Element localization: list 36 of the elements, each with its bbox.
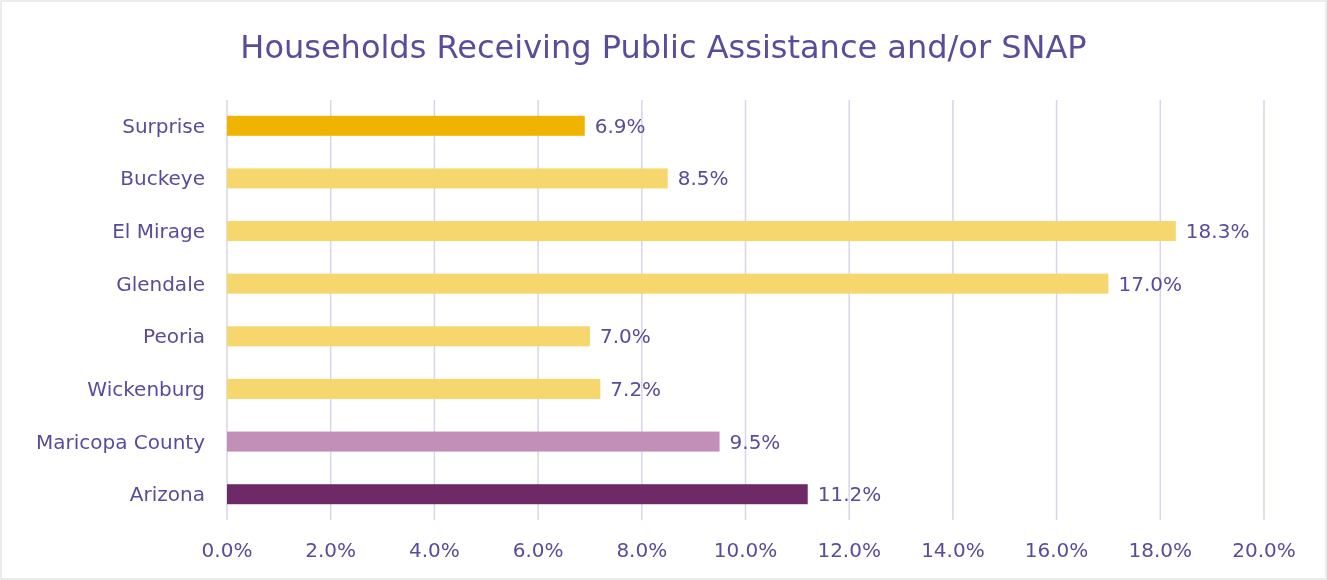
x-tick-label: 0.0% xyxy=(201,538,253,562)
x-tick-label: 2.0% xyxy=(305,538,357,562)
y-tick-label: El Mirage xyxy=(112,219,205,244)
data-label: 7.0% xyxy=(599,324,651,349)
x-tick-label: 10.0% xyxy=(713,538,778,562)
data-label: 18.3% xyxy=(1185,219,1250,244)
bar xyxy=(227,168,668,189)
x-tick-label: 6.0% xyxy=(512,538,564,562)
y-tick-label: Wickenburg xyxy=(87,376,205,401)
bar xyxy=(227,484,808,505)
y-tick-label: Buckeye xyxy=(120,166,205,191)
x-tick-label: 14.0% xyxy=(921,538,985,562)
x-tick-label: 12.0% xyxy=(817,538,881,562)
y-tick-label: Glendale xyxy=(116,271,205,296)
y-tick-label: Peoria xyxy=(143,324,205,349)
data-label: 11.2% xyxy=(817,482,882,507)
y-tick-label: Maricopa County xyxy=(35,429,206,454)
x-tick-label: 8.0% xyxy=(616,538,668,562)
bar xyxy=(227,431,720,452)
x-tick-label: 4.0% xyxy=(408,538,460,562)
y-tick-label: Surprise xyxy=(122,113,205,138)
bar xyxy=(227,326,590,347)
bar xyxy=(227,115,585,136)
data-label: 9.5% xyxy=(729,429,781,454)
y-tick-label: Arizona xyxy=(129,482,205,507)
chart-title: Households Receiving Public Assistance and/or SNAP xyxy=(240,28,1087,66)
bar xyxy=(227,273,1109,294)
bar xyxy=(227,378,601,399)
x-tick-label: 18.0% xyxy=(1128,538,1193,562)
x-tick-label: 20.0% xyxy=(1232,538,1296,562)
data-label: 17.0% xyxy=(1118,271,1182,296)
x-tick-label: 16.0% xyxy=(1024,538,1089,562)
data-label: 6.9% xyxy=(594,113,646,138)
bar xyxy=(227,221,1176,242)
data-label: 8.5% xyxy=(677,166,729,191)
data-label: 7.2% xyxy=(610,376,662,401)
